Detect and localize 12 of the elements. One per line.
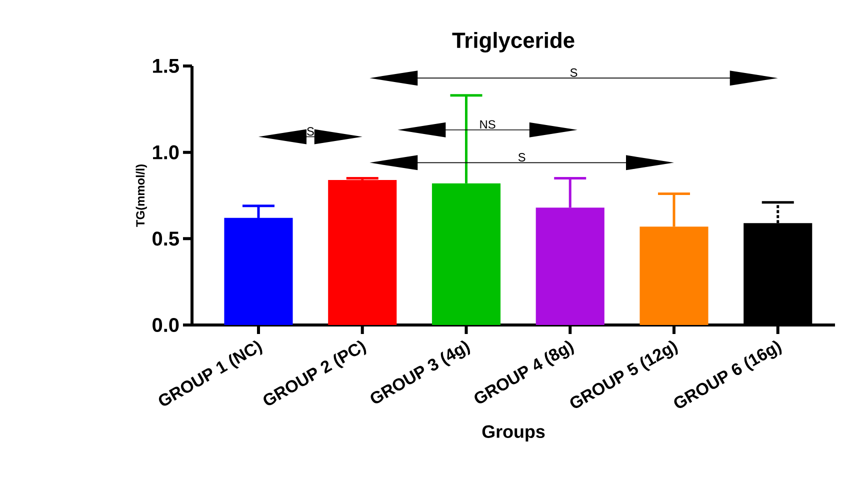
y-tick-label: 1.5 [153, 59, 179, 73]
y-tick-label: 0.0 [152, 318, 179, 332]
annotation: S [306, 127, 314, 136]
chart-title: Triglyceride [452, 32, 574, 52]
bar [328, 180, 397, 325]
y-axis-title: TG(mmol/l) [136, 164, 147, 227]
annotation: S [570, 68, 578, 77]
y-tick-label: 0.5 [152, 232, 179, 246]
y-tick-label: 1.0 [153, 145, 179, 160]
x-axis-title: Groups [482, 425, 545, 442]
annotation: S [518, 153, 526, 162]
annotation: NS [480, 120, 496, 129]
